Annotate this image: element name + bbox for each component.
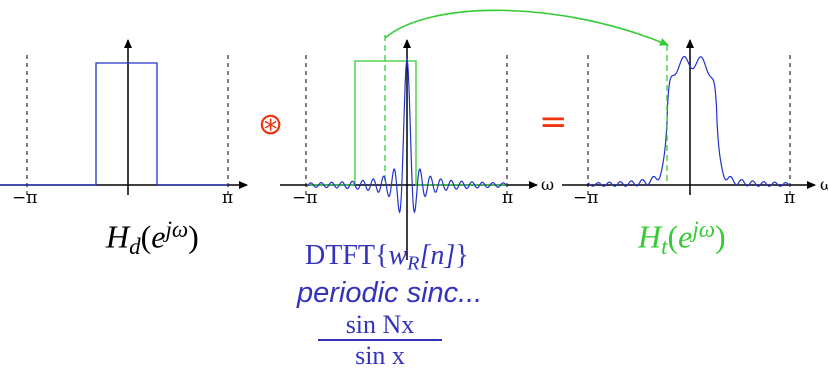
fraction-numerator: sin Nx [318,310,442,341]
dtft-subscript: R [407,252,420,275]
tick-label-neg-pi: −π [292,188,317,208]
ht-e: e [678,218,693,255]
truncated-response-curve [587,55,791,187]
hd-exponent: jω [165,216,189,242]
ht-open-paren: ( [667,218,679,255]
hd-symbol: H [106,218,130,255]
hd-label: Hd(ejω) [106,216,199,260]
ht-subscript: t [661,232,668,259]
dtft-label: DTFT{wR[n]} [305,240,469,276]
hd-close-paren: ) [188,218,199,255]
tick-label-pi: π [784,188,795,208]
periodic-sinc-curve [306,57,508,214]
panel-ht: −π π ω [562,39,828,208]
ht-symbol: H [638,218,662,255]
dtft-index: [n] [419,240,456,271]
equals-operator: = [539,102,568,142]
hd-open-paren: ( [140,218,152,255]
sinc-fraction: sin Nx sin x [318,310,442,371]
ht-label: Ht(ejω) [638,216,726,260]
dtft-suffix: } [455,240,469,271]
convolution-operator: ⊛ [258,107,284,142]
tick-label-pi: π [222,188,233,208]
hd-e: e [151,218,166,255]
periodic-sinc-caption: periodic sinc... [297,277,483,309]
dtft-prefix: DTFT{ [305,240,389,271]
dtft-w: w [388,240,408,271]
tick-label-neg-pi: −π [12,188,37,208]
omega-label: ω [541,175,554,194]
omega-label: ω [820,175,828,194]
ht-close-paren: ) [715,218,726,255]
panel-window: −π π ω [280,35,554,260]
tick-label-pi: π [502,188,513,208]
hd-subscript: d [129,232,141,259]
shift-arrow [384,9,669,46]
tick-label-neg-pi: −π [573,188,598,208]
fraction-denominator: sin x [355,341,405,370]
panel-hd: −π π [0,39,248,208]
ht-exponent: jω [692,216,716,242]
ideal-lowpass-response [0,62,228,186]
